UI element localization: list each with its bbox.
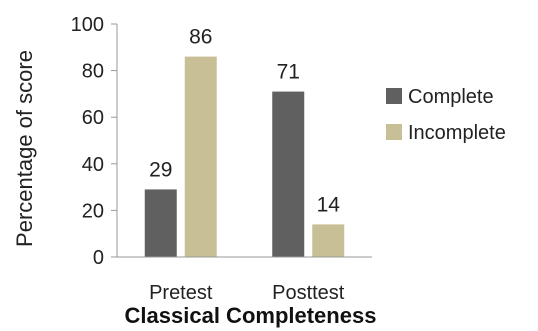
bar-complete-pretest <box>144 189 177 257</box>
x-tick-label: Pretest <box>149 282 213 304</box>
y-tick-label: 60 <box>82 107 104 129</box>
y-tick-label: 80 <box>82 61 104 83</box>
bar-incomplete-posttest <box>312 224 345 257</box>
legend-swatch-incomplete <box>386 124 402 140</box>
data-label: 71 <box>277 61 300 84</box>
data-labels: 29 86 71 14 <box>149 26 340 217</box>
data-label: 14 <box>317 193 341 216</box>
legend: Complete Incomplete <box>386 86 506 144</box>
y-tick-label: 100 <box>71 14 104 36</box>
y-tick-label: 0 <box>93 247 104 269</box>
x-axis: Pretest Posttest <box>117 256 372 304</box>
y-tick-label: 20 <box>82 200 104 222</box>
data-label: 29 <box>149 158 172 181</box>
legend-label-incomplete: Incomplete <box>408 122 506 144</box>
legend-swatch-complete <box>386 88 402 104</box>
y-axis: 0 20 40 60 80 100 <box>71 14 118 269</box>
y-axis-title: Percentage of score <box>12 50 37 247</box>
bars <box>144 56 345 258</box>
x-axis-title: Classical Completeness <box>125 303 377 328</box>
data-label: 86 <box>189 26 212 49</box>
bar-complete-posttest <box>272 91 305 257</box>
legend-label-complete: Complete <box>408 86 494 108</box>
bar-incomplete-pretest <box>184 56 217 258</box>
y-tick-label: 40 <box>82 154 104 176</box>
x-tick-label: Posttest <box>272 282 345 304</box>
